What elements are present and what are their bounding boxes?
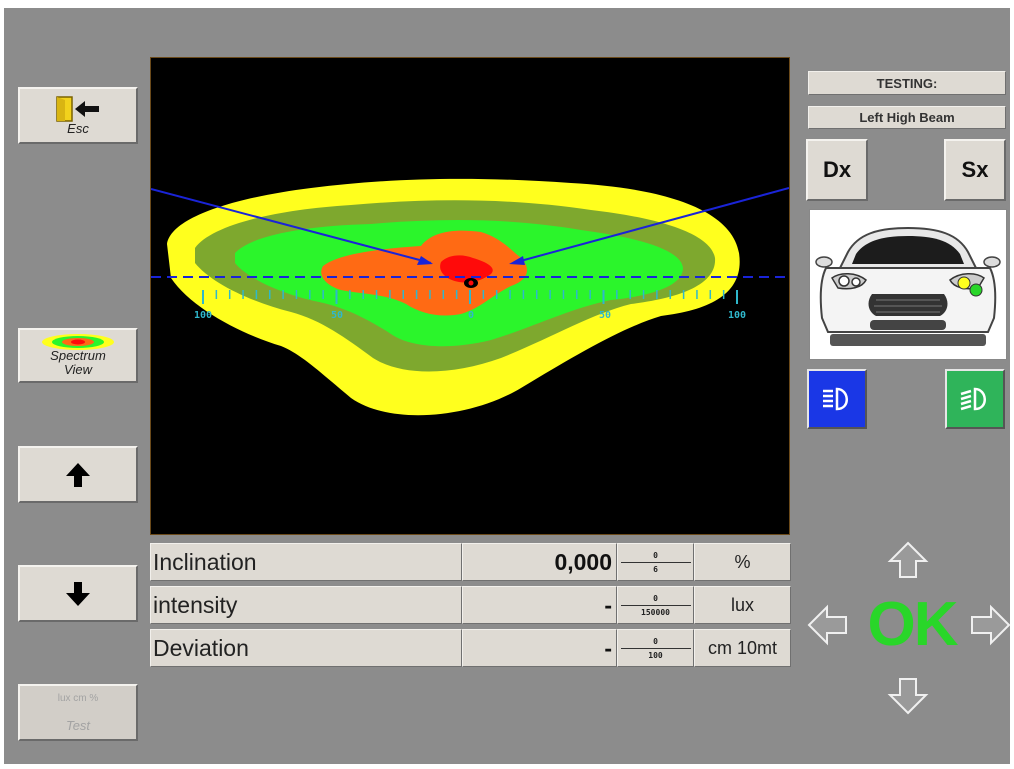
range-min: 0 xyxy=(653,636,658,646)
measurement-value: 0,000 xyxy=(462,543,617,581)
measurement-unit: lux xyxy=(694,586,791,624)
measurement-range: 0 100 xyxy=(617,629,694,667)
horizontal-scale xyxy=(202,290,738,304)
measurement-label: Inclination xyxy=(150,543,462,581)
beam-isolux-map xyxy=(167,178,740,416)
spectrum-label-2: View xyxy=(64,361,92,377)
arrow-up-icon xyxy=(66,462,90,487)
ok-button[interactable]: OK xyxy=(867,590,959,659)
vehicle-front-view xyxy=(809,209,1007,360)
scale-label-center-0: 0 xyxy=(468,310,474,321)
dx-button[interactable]: Dx xyxy=(806,139,868,201)
low-beam-button[interactable] xyxy=(945,369,1005,429)
testing-label: TESTING: xyxy=(876,75,938,91)
dx-label: Dx xyxy=(822,157,852,182)
exit-door-icon xyxy=(56,95,99,122)
beam-pattern-viewer: 100 50 0 50 100 xyxy=(150,57,790,535)
scale-label-left-50: 50 xyxy=(331,310,343,321)
measurement-value: - xyxy=(462,586,617,624)
nav-arrow-left-icon[interactable] xyxy=(806,603,850,647)
high-beam-button[interactable] xyxy=(807,369,867,429)
move-up-button[interactable] xyxy=(18,446,138,503)
range-min: 0 xyxy=(653,550,658,560)
high-beam-icon xyxy=(823,387,848,411)
aim-markers xyxy=(151,187,789,278)
measurement-unit: % xyxy=(694,543,791,581)
low-beam-icon xyxy=(960,387,986,411)
test-sub-label: lux cm % xyxy=(57,692,99,704)
nav-arrow-down-icon[interactable] xyxy=(886,676,930,716)
scale-label-right-100: 100 xyxy=(728,310,746,321)
range-max: 100 xyxy=(648,650,663,660)
sx-label: Sx xyxy=(961,157,989,182)
spectrum-view-button[interactable]: Spectrum View xyxy=(18,328,138,383)
car-front-illustration xyxy=(815,226,1001,346)
arrow-down-icon xyxy=(66,581,90,606)
test-button[interactable]: lux cm % Test xyxy=(18,684,138,741)
beam-type-display: Left High Beam xyxy=(808,106,1006,129)
range-max: 6 xyxy=(653,564,658,574)
range-divider xyxy=(620,604,691,606)
sx-button[interactable]: Sx xyxy=(944,139,1006,201)
scale-label-right-50: 50 xyxy=(599,310,611,321)
scale-label-left-100: 100 xyxy=(194,310,212,321)
scale-labels: 100 50 0 50 100 xyxy=(194,310,746,321)
measurement-label: intensity xyxy=(150,586,462,624)
range-max: 150000 xyxy=(641,607,670,617)
range-divider xyxy=(620,647,691,649)
nav-arrow-up-icon[interactable] xyxy=(886,540,930,580)
spectrum-label-1: Spectrum xyxy=(50,347,106,363)
testing-header: TESTING: xyxy=(808,71,1006,95)
move-down-button[interactable] xyxy=(18,565,138,622)
beam-type-label: Left High Beam xyxy=(859,110,955,125)
measurement-range: 0 150000 xyxy=(617,586,694,624)
measurement-value: - xyxy=(462,629,617,667)
measurement-label: Deviation xyxy=(150,629,462,667)
esc-label: Esc xyxy=(67,120,89,136)
spectrum-thumbnail-icon xyxy=(42,334,114,350)
measurement-unit: cm 10mt xyxy=(694,629,791,667)
range-divider xyxy=(620,561,691,563)
test-label: Test xyxy=(65,717,91,733)
esc-button[interactable]: Esc xyxy=(18,87,138,144)
nav-arrow-right-icon[interactable] xyxy=(968,603,1012,647)
range-min: 0 xyxy=(653,593,658,603)
